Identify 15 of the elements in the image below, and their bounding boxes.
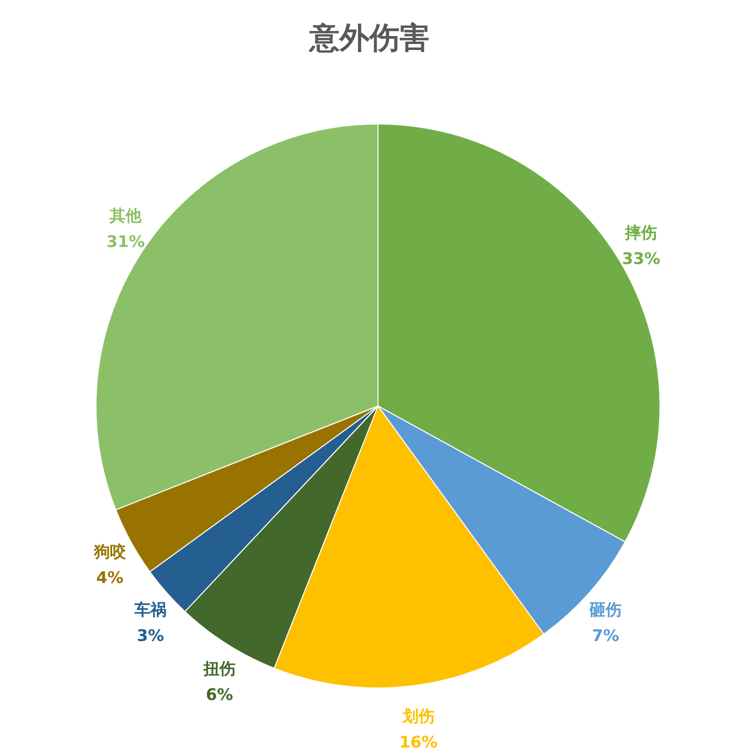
data-label: 33% [622,249,660,268]
slice-label: 扭伤 [202,658,236,678]
data-label: 3% [136,626,164,645]
slice-label: 砸伤 [588,600,622,619]
slice-label: 狗咬 [92,542,127,562]
slice-label: 其他 [108,206,143,226]
data-label: 31% [106,232,145,252]
data-label: 6% [206,684,234,704]
slice-label: 车祸 [133,600,166,619]
data-label: 7% [592,626,620,645]
data-label: 16% [399,732,438,748]
slice-label: 划伤 [401,706,434,726]
data-label: 4% [96,568,124,588]
chart-title: 意外伤害 [308,21,430,56]
slice-label: 摔伤 [624,223,658,242]
